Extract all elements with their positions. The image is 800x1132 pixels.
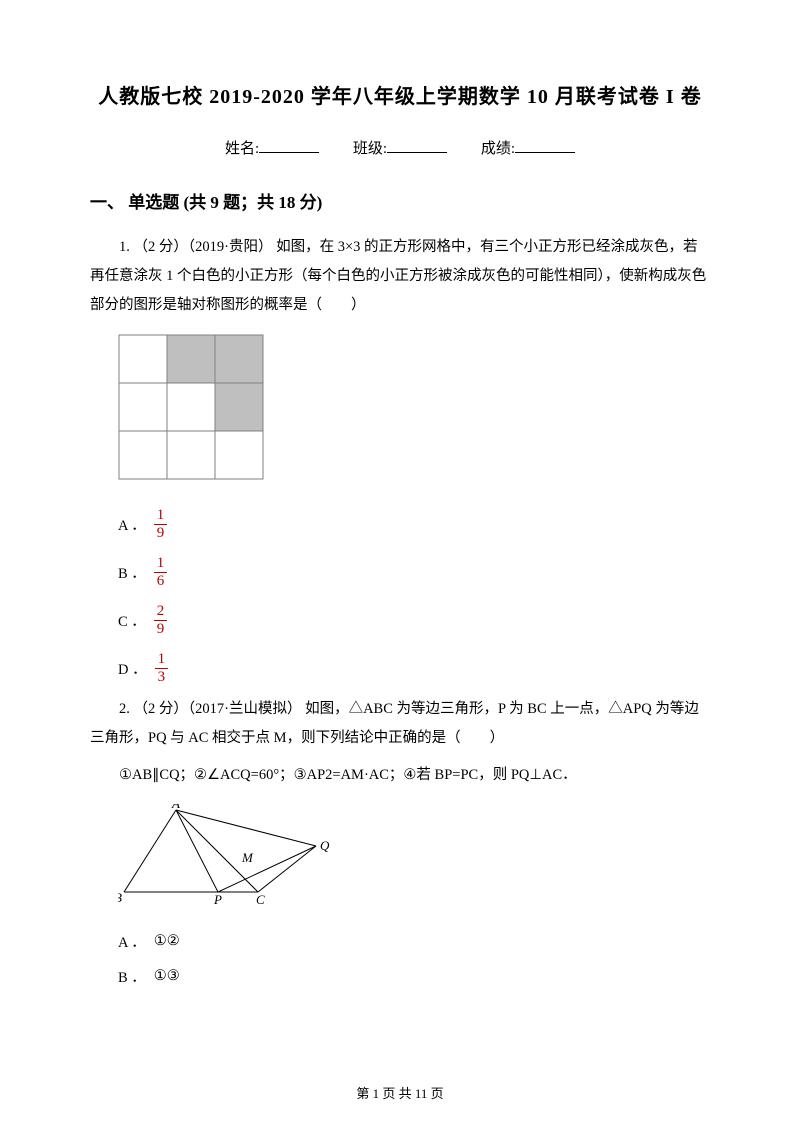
score-blank (515, 139, 575, 153)
svg-text:Q: Q (320, 838, 330, 853)
option-label: B ． (118, 966, 146, 987)
q2-sub: ①AB∥CQ；②∠ACQ=60°；③AP2=AM·AC；④若 BP=PC，则 P… (90, 761, 710, 790)
name-blank (259, 139, 319, 153)
fraction: 1 3 (155, 652, 169, 685)
name-label: 姓名: (225, 141, 259, 157)
q1-option-b: B ． 1 6 (118, 551, 710, 593)
option-label: B ． (118, 562, 146, 583)
svg-text:C: C (256, 892, 265, 907)
score-label: 成绩: (481, 141, 515, 157)
q2-option-a: A ． ①② (118, 931, 710, 952)
class-blank (387, 139, 447, 153)
fraction: 1 9 (154, 508, 168, 541)
option-text: ①② (154, 933, 180, 950)
q1-option-c: C ． 2 9 (118, 599, 710, 641)
denominator: 9 (154, 524, 168, 541)
svg-text:P: P (213, 892, 222, 907)
denominator: 6 (154, 572, 168, 589)
q1-figure (118, 334, 710, 485)
numerator: 1 (154, 556, 168, 572)
option-label: D ． (118, 658, 147, 679)
page-title: 人教版七校 2019-2020 学年八年级上学期数学 10 月联考试卷 I 卷 (90, 80, 710, 109)
section-header: 一、 单选题 (共 9 题；共 18 分) (90, 188, 710, 213)
page-footer: 第 1 页 共 11 页 (0, 1083, 800, 1102)
q2-text: 2. （2 分）（2017·兰山模拟） 如图，△ABC 为等边三角形，P 为 B… (90, 695, 710, 753)
q2-option-b: B ． ①③ (118, 966, 710, 987)
svg-text:M: M (241, 850, 254, 865)
denominator: 3 (155, 668, 169, 685)
q1-option-d: D ． 1 3 (118, 647, 710, 689)
info-row: 姓名: 班级: 成绩: (90, 137, 710, 158)
svg-text:A: A (171, 804, 180, 811)
denominator: 9 (154, 620, 168, 637)
option-label: A ． (118, 931, 146, 952)
svg-text:B: B (118, 890, 122, 905)
q1-text: 1. （2 分）（2019·贵阳） 如图，在 3×3 的正方形网格中，有三个小正… (90, 233, 710, 320)
q2-figure: A B C P Q M (118, 804, 710, 913)
fraction: 2 9 (154, 604, 168, 637)
numerator: 1 (155, 652, 169, 668)
q1-option-a: A ． 1 9 (118, 503, 710, 545)
option-label: A ． (118, 514, 146, 535)
option-label: C ． (118, 610, 146, 631)
option-text: ①③ (154, 968, 180, 985)
fraction: 1 6 (154, 556, 168, 589)
numerator: 1 (154, 508, 168, 524)
class-label: 班级: (353, 141, 387, 157)
numerator: 2 (154, 604, 168, 620)
